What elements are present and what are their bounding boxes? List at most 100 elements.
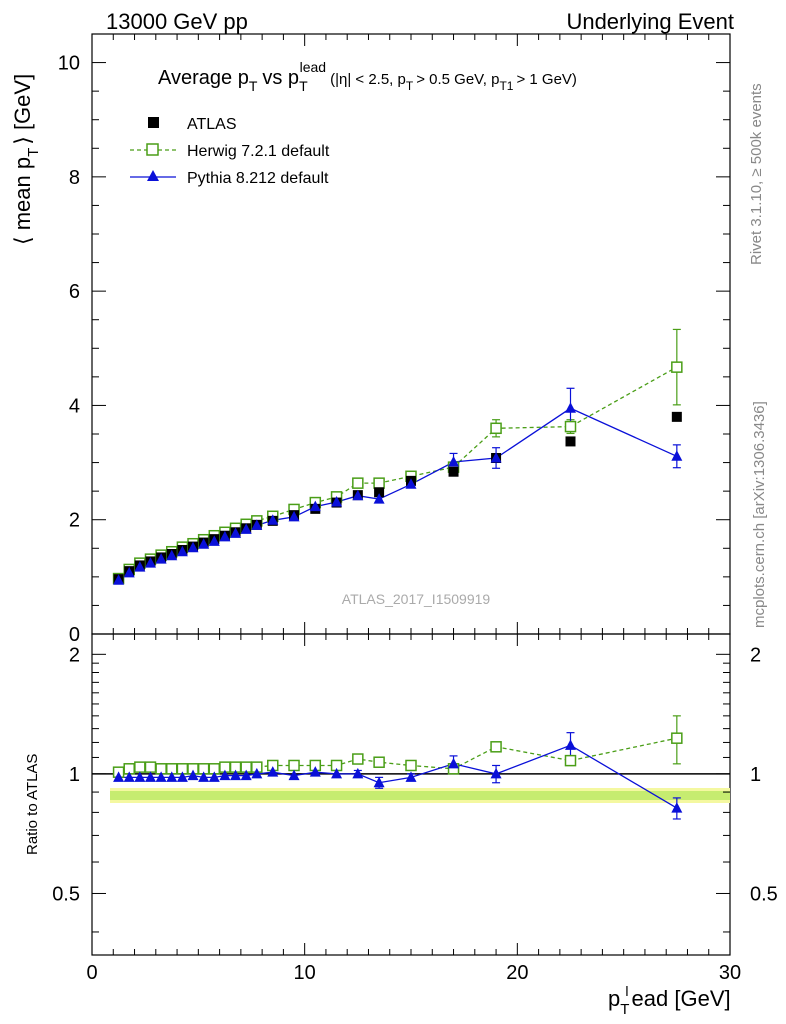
pythia-ratio-point <box>208 771 220 782</box>
pythia-ratio-point <box>565 739 576 750</box>
y-tick-label: 2 <box>69 510 80 532</box>
legend-herwig-label: Herwig 7.2.1 default <box>187 143 330 160</box>
legend-atlas-marker <box>148 117 159 128</box>
legend-pythia-label: Pythia 8.212 default <box>187 170 329 187</box>
pythia-ratio-point <box>134 771 146 782</box>
ratio-band-inner <box>110 791 730 800</box>
pythia-point <box>671 450 683 461</box>
header-left: 13000 GeV pp <box>106 9 248 34</box>
herwig-point <box>564 420 577 433</box>
pythia-ratio-point <box>490 767 502 779</box>
herwig-point <box>671 361 683 373</box>
legend-herwig-marker <box>146 143 159 156</box>
legend-pythia-marker <box>147 170 159 181</box>
pythia-point <box>219 530 231 542</box>
ratio-y-axis-label: Ratio to ATLAS <box>24 754 41 855</box>
atlas-point <box>671 411 682 422</box>
herwig-point <box>352 477 364 489</box>
data-series <box>112 328 683 820</box>
pythia-ratio-point <box>198 771 210 782</box>
pythia-point <box>123 566 135 578</box>
pythia-ratio-point <box>123 771 135 782</box>
pythia-ratio-point <box>219 769 231 781</box>
pythia-point <box>448 456 460 467</box>
pythia-point <box>176 545 188 557</box>
pythia-point <box>208 535 220 546</box>
y-tick-label: 8 <box>69 167 80 189</box>
pythia-ratio-point <box>352 767 364 779</box>
ratio-y-tick-label: 1 <box>69 764 80 786</box>
pythia-ratio-point <box>240 769 252 781</box>
pythia-point <box>331 496 343 507</box>
pythia-point <box>240 523 252 534</box>
plot-title: Average pT vs pTlead(|η| < 2.5, pT > 0.5 G… <box>158 59 577 94</box>
pythia-point <box>309 500 321 512</box>
pythia-ratio-point <box>267 766 279 777</box>
pythia-point <box>288 510 300 522</box>
pythia-ratio-point <box>251 767 263 779</box>
ratio-y-tick-label-right: 1 <box>750 764 761 786</box>
herwig-point <box>490 422 502 435</box>
pythia-point <box>230 527 242 538</box>
x-tick-label: 30 <box>719 962 741 984</box>
pythia-point <box>113 574 125 585</box>
y-tick-label: 0 <box>69 624 80 646</box>
pythia-point <box>251 519 263 530</box>
y-tick-label: 4 <box>69 395 80 417</box>
y-tick-label: 6 <box>69 281 80 303</box>
x-axis-label: pTl ead [GeV] <box>608 983 731 1018</box>
pythia-point <box>565 402 576 413</box>
ratio-y-tick-label-right: 0.5 <box>750 883 778 905</box>
herwig-ratio-point <box>490 741 502 753</box>
rivet-version-label: Rivet 3.1.10, ≥ 500k events <box>748 83 765 265</box>
pythia-point <box>187 541 199 553</box>
ratio-y-tick-label: 2 <box>69 644 80 666</box>
pythia-ratio-point <box>331 767 343 779</box>
pythia-ratio-point <box>671 802 683 813</box>
y-axis-label: ⟨ mean pT⟩ [GeV] <box>10 74 42 245</box>
pythia-ratio-point <box>448 757 460 769</box>
pythia-point <box>198 538 210 549</box>
y-tick-label: 10 <box>58 53 80 75</box>
legend-atlas-label: ATLAS <box>187 116 237 133</box>
analysis-watermark: ATLAS_2017_I1509919 <box>342 591 491 607</box>
atlas-point <box>448 466 459 477</box>
herwig-ratio-point <box>671 732 683 744</box>
pythia-ratio-point <box>155 771 167 782</box>
pythia-point <box>134 561 146 572</box>
herwig-ratio-point <box>134 761 146 773</box>
ratio-y-tick-label: 0.5 <box>52 883 80 905</box>
herwig-ratio-point <box>144 761 157 773</box>
legend: ATLAS Herwig 7.2.1 default Pythia 8.212 … <box>130 116 330 187</box>
x-tick-label: 0 <box>86 962 97 984</box>
ratio-y-tick-label-right: 2 <box>750 644 761 666</box>
atlas-point <box>565 436 576 447</box>
pythia-point <box>144 557 156 568</box>
pythia-ratio-point <box>144 771 156 782</box>
pythia-ratio-point <box>405 771 417 782</box>
pythia-ratio-point <box>176 771 188 782</box>
atlas-point <box>374 487 385 498</box>
herwig-ratio-point <box>288 759 300 772</box>
pythia-point <box>490 452 502 463</box>
herwig-point <box>373 477 385 489</box>
header-right: Underlying Event <box>566 9 734 34</box>
pythia-point <box>155 553 167 564</box>
pythia-ratio-point <box>373 776 385 788</box>
x-tick-label: 10 <box>294 962 316 984</box>
herwig-ratio-point <box>564 754 577 767</box>
herwig-ratio-point <box>373 756 385 768</box>
x-tick-label: 20 <box>506 962 528 984</box>
herwig-ratio-point <box>405 759 417 772</box>
herwig-ratio-point <box>352 753 364 765</box>
pythia-ratio-point <box>288 769 300 781</box>
mcplots-label: mcplots.cern.ch [arXiv:1306.3436] <box>751 401 768 628</box>
pythia-point <box>352 489 364 501</box>
pythia-line <box>118 407 678 581</box>
pythia-ratio-point <box>187 769 199 781</box>
pythia-point <box>373 493 385 504</box>
pythia-point <box>405 478 417 489</box>
pythia-ratio-point <box>309 766 321 777</box>
pythia-ratio-point <box>113 771 125 782</box>
